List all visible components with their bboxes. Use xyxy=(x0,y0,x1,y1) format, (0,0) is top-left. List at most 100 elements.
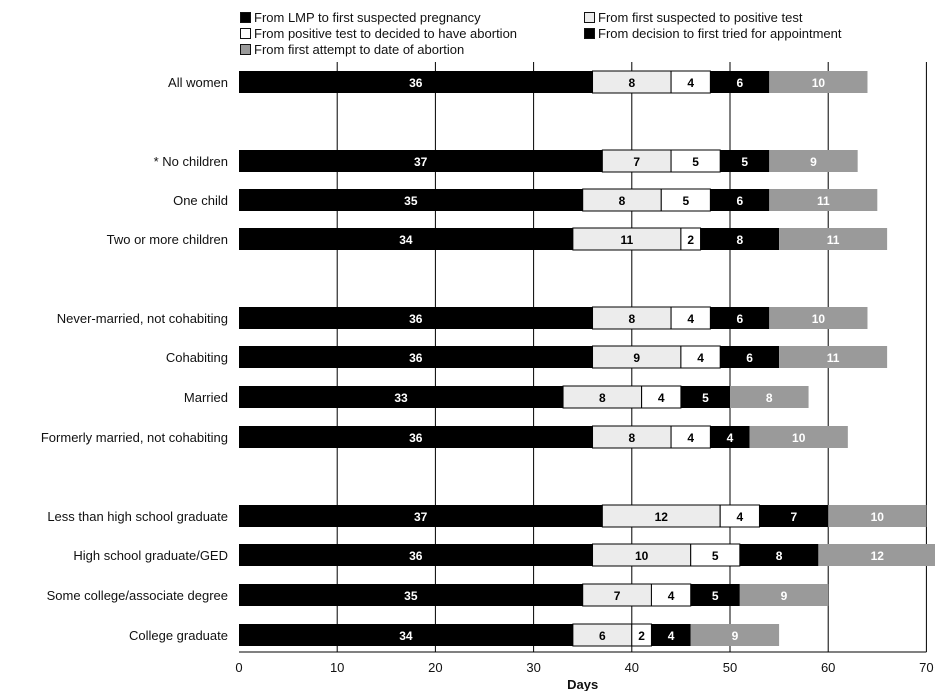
bar-segment xyxy=(710,307,770,329)
data-label: 8 xyxy=(599,391,606,405)
bar-segment xyxy=(680,386,730,408)
data-label: 7 xyxy=(790,510,797,524)
data-label: 12 xyxy=(655,510,669,524)
bar-segment xyxy=(710,189,770,211)
data-label: 10 xyxy=(635,549,649,563)
data-label: 4 xyxy=(658,391,665,405)
bar-segment xyxy=(239,71,593,93)
legend-swatch xyxy=(240,44,251,55)
data-label: 6 xyxy=(736,194,743,208)
data-label: 9 xyxy=(810,155,817,169)
category-label: Some college/associate degree xyxy=(47,588,228,603)
data-label: 11 xyxy=(827,233,840,247)
bar-segment xyxy=(710,426,750,448)
x-tick-label: 30 xyxy=(526,660,540,675)
legend-label: From first attempt to date of abortion xyxy=(254,42,465,57)
bar-segment xyxy=(759,505,829,527)
data-label: 8 xyxy=(619,194,626,208)
bar-segment xyxy=(739,584,829,606)
category-label: Two or more children xyxy=(107,232,228,247)
data-label: 10 xyxy=(871,510,885,524)
bar-segment xyxy=(710,71,770,93)
data-label: 7 xyxy=(614,589,621,603)
data-label: 8 xyxy=(736,233,743,247)
legend-item-first-attempt: From first attempt to date of abortion xyxy=(240,42,464,58)
data-label: 5 xyxy=(702,391,709,405)
data-label: 33 xyxy=(394,391,408,405)
x-tick-label: 10 xyxy=(330,660,344,675)
legend-label: From decision to first tried for appoint… xyxy=(598,26,842,41)
bar-segment xyxy=(239,189,583,211)
data-label: 37 xyxy=(414,510,428,524)
bar-segment xyxy=(720,150,770,172)
data-label: 36 xyxy=(409,431,423,445)
data-label: 36 xyxy=(409,76,423,90)
data-label: 35 xyxy=(404,589,418,603)
data-label: 11 xyxy=(621,233,634,247)
bar-segment xyxy=(769,150,858,172)
data-label: 4 xyxy=(697,351,704,365)
bar-segment xyxy=(779,228,888,250)
legend-swatch xyxy=(240,28,251,39)
bar-segment xyxy=(239,584,583,606)
data-label: 4 xyxy=(687,76,694,90)
data-label: 5 xyxy=(682,194,689,208)
x-tick-label: 0 xyxy=(235,660,242,675)
legend-swatch xyxy=(584,28,595,39)
bar-segment xyxy=(690,624,780,646)
data-label: 36 xyxy=(409,351,423,365)
category-label: One child xyxy=(173,193,228,208)
data-label: 5 xyxy=(741,155,748,169)
data-label: 6 xyxy=(746,351,753,365)
legend-label: From first suspected to positive test xyxy=(598,10,803,25)
bar-segment xyxy=(239,307,593,329)
data-label: 8 xyxy=(766,391,773,405)
bar-segment xyxy=(239,386,564,408)
data-label: 10 xyxy=(812,76,826,90)
data-label: 4 xyxy=(687,431,694,445)
bar-segment xyxy=(719,504,760,528)
data-label: 8 xyxy=(628,76,635,90)
category-label: Cohabiting xyxy=(166,350,228,365)
bar-segment xyxy=(828,505,927,527)
category-label: Married xyxy=(184,390,228,405)
data-label: 9 xyxy=(732,629,739,643)
legend-item-lmp: From LMP to first suspected pregnancy xyxy=(240,10,481,26)
data-label: 36 xyxy=(409,312,423,326)
data-label: 37 xyxy=(414,155,428,169)
legend-item-decision: From decision to first tried for appoint… xyxy=(584,26,842,42)
data-label: 6 xyxy=(736,76,743,90)
data-label: 35 xyxy=(404,194,418,208)
bar-segment xyxy=(720,346,780,368)
data-label: 8 xyxy=(776,549,783,563)
x-tick-label: 50 xyxy=(723,660,737,675)
data-label: 10 xyxy=(792,431,806,445)
bar-segment xyxy=(769,307,868,329)
bar-segment xyxy=(769,189,878,211)
bar-segment xyxy=(769,71,868,93)
category-label: College graduate xyxy=(129,628,228,643)
data-label: 4 xyxy=(668,589,675,603)
bar-segment xyxy=(239,346,593,368)
x-tick-label: 40 xyxy=(625,660,639,675)
bar-segment xyxy=(690,584,740,606)
legend-swatch xyxy=(240,12,251,23)
legend-label: From LMP to first suspected pregnancy xyxy=(254,10,481,25)
bar-segment xyxy=(239,426,593,448)
bar-segment xyxy=(239,505,603,527)
bar-segment xyxy=(739,544,819,566)
data-label: 4 xyxy=(687,312,694,326)
bar-segment xyxy=(730,386,809,408)
data-label: 8 xyxy=(628,312,635,326)
data-label: 6 xyxy=(599,629,606,643)
data-label: 9 xyxy=(781,589,788,603)
data-label: 12 xyxy=(871,549,885,563)
bar-segment xyxy=(818,544,935,566)
data-label: 8 xyxy=(628,431,635,445)
x-tick-label: 20 xyxy=(428,660,442,675)
data-label: 36 xyxy=(409,549,423,563)
data-label: 4 xyxy=(736,510,743,524)
bar-segment xyxy=(239,150,603,172)
data-label: 2 xyxy=(687,233,694,247)
